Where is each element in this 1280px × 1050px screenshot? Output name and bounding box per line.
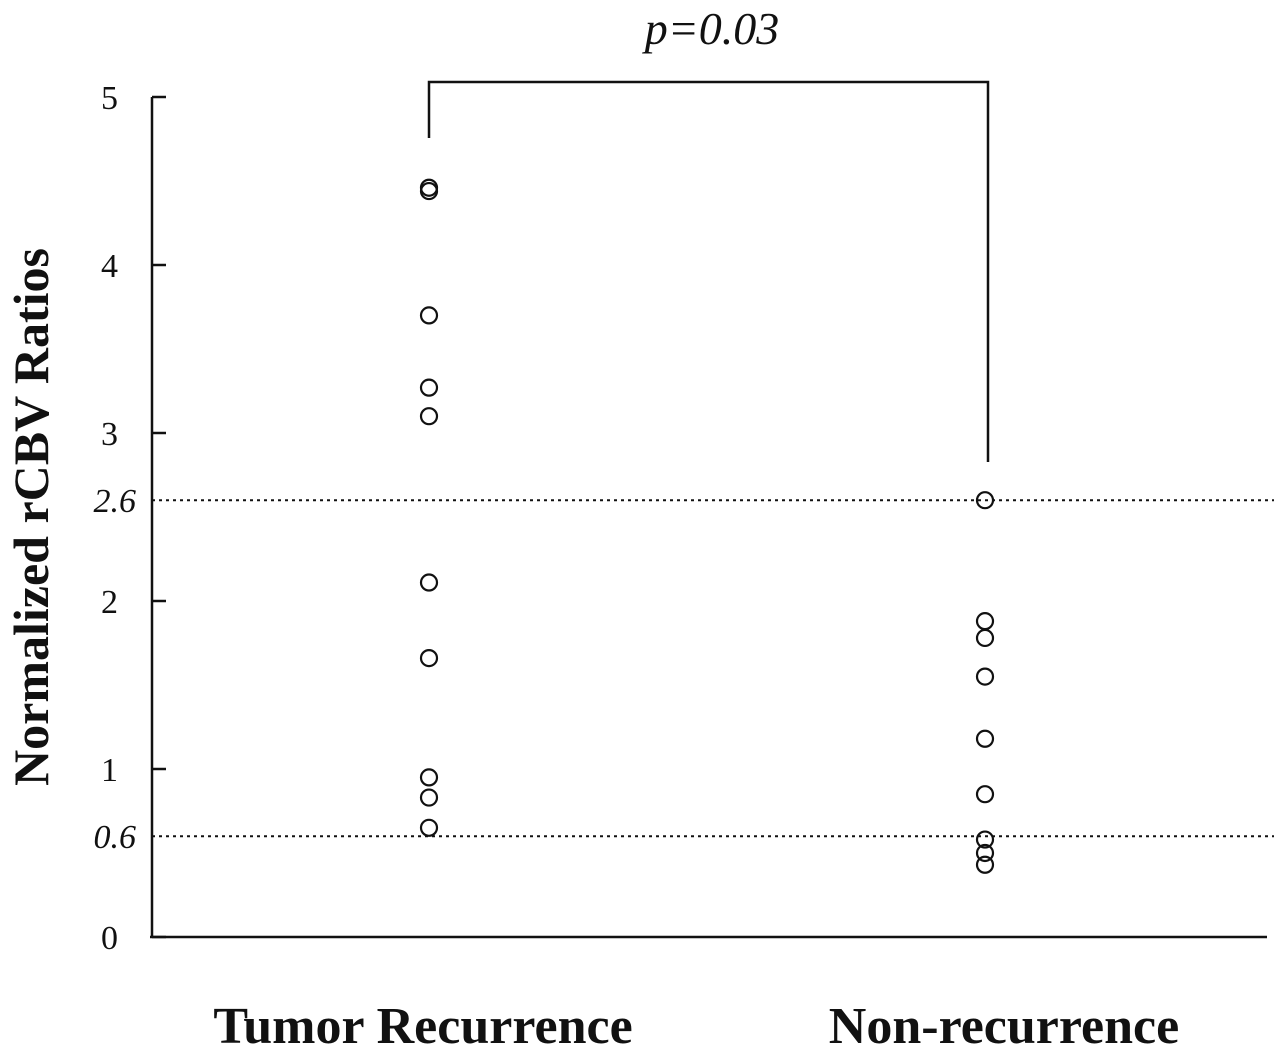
data-point-0-5 [419,573,439,592]
y-axis-title: Normalized rCBV Ratios [3,248,59,786]
data-points-group [419,178,995,874]
data-point-0-6 [419,649,439,668]
data-point-1-0 [975,491,995,510]
bracket-line [427,80,990,462]
data-point-0-1 [419,181,439,201]
reference-lines-group: 2.6 0.6 [94,483,1274,856]
data-point-1-7 [975,843,995,863]
data-point-0-7 [419,768,439,787]
data-point-1-3 [975,667,995,686]
data-point-0-3 [419,378,439,397]
y-tick-label-5: 5 [101,80,118,117]
y-tick-label-1: 1 [101,752,118,789]
data-point-1-5 [975,785,995,804]
y-tick-label-0: 0 [101,920,118,957]
significance-bracket: p=0.03 [427,3,990,462]
data-point-0-2 [419,306,439,325]
p-value-label: p=0.03 [642,3,780,54]
category-label-0: Tumor Recurrence [213,998,632,1050]
reference-line-label-0: 2.6 [94,483,137,520]
category-label-1: Non-recurrence [829,998,1179,1050]
data-point-1-8 [975,855,995,874]
data-point-0-8 [419,788,439,807]
data-point-1-4 [975,729,995,748]
y-tick-label-3: 3 [101,416,118,453]
y-ticks-group: 0 1 2 3 4 5 [101,80,166,957]
y-tick-label-2: 2 [101,584,118,621]
axes-group [150,97,1267,939]
reference-line-label-1: 0.6 [94,819,137,856]
data-point-1-2 [975,628,995,648]
data-point-0-4 [419,407,439,426]
data-point-1-1 [975,612,995,631]
data-point-1-6 [975,830,995,849]
data-point-0-9 [419,818,439,837]
y-tick-label-4: 4 [101,248,118,285]
